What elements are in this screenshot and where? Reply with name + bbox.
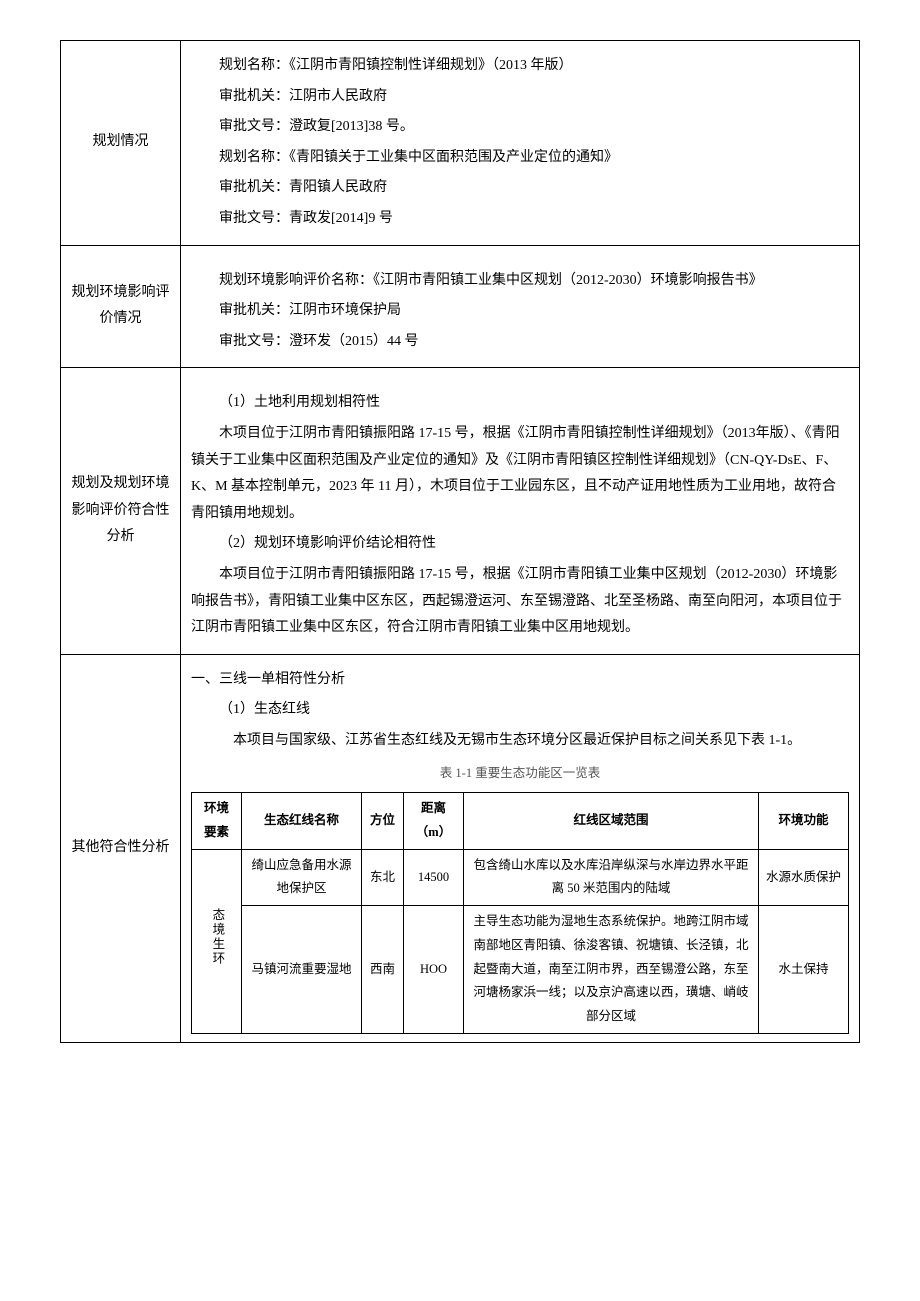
text-line: 规划名称：《江阴市青阳镇控制性详细规划》（2013 年版）	[191, 53, 849, 80]
row-label-eia: 规划环境影响评价情况	[61, 245, 181, 368]
table-header-row: 环境要素 生态红线名称 方位 距离（m） 红线区域范围 环境功能	[192, 793, 849, 850]
col-header: 红线区域范围	[464, 793, 759, 850]
col-header: 距离（m）	[404, 793, 464, 850]
eco-redline-table: 环境要素 生态红线名称 方位 距离（m） 红线区域范围 环境功能 态境生环 绮山…	[191, 792, 849, 1034]
row-content-planning: 规划名称：《江阴市青阳镇控制性详细规划》（2013 年版） 审批机关：江阴市人民…	[181, 41, 860, 246]
document-table: 规划情况 规划名称：《江阴市青阳镇控制性详细规划》（2013 年版） 审批机关：…	[60, 40, 860, 1043]
row-content-other: 一、三线一单相符性分析 （1）生态红线 本项目与国家级、江苏省生态红线及无锡市生…	[181, 654, 860, 1042]
col-header: 环境要素	[192, 793, 242, 850]
cell-range: 主导生态功能为湿地生态系统保护。地跨江阴市域南部地区青阳镇、徐浚客镇、祝塘镇、长…	[464, 906, 759, 1034]
col-header: 环境功能	[759, 793, 849, 850]
cell-env-element: 态境生环	[192, 849, 242, 1033]
cell-dist: 14500	[404, 849, 464, 906]
cell-dir: 东北	[362, 849, 404, 906]
col-header: 生态红线名称	[242, 793, 362, 850]
text-line: 规划环境影响评价名称：《江阴市青阳镇工业集中区规划（2012-2030）环境影响…	[191, 268, 849, 295]
table-row: 态境生环 绮山应急备用水源地保护区 东北 14500 包含绮山水库以及水库沿岸纵…	[192, 849, 849, 906]
cell-name: 绮山应急备用水源地保护区	[242, 849, 362, 906]
text-line: 审批文号：青政发[2014]9 号	[191, 206, 849, 233]
row-label-other: 其他符合性分析	[61, 654, 181, 1042]
row-content-eia: 规划环境影响评价名称：《江阴市青阳镇工业集中区规划（2012-2030）环境影响…	[181, 245, 860, 368]
text-line: 本项目位于江阴市青阳镇振阳路 17-15 号，根据《江阴市青阳镇工业集中区规划（…	[191, 562, 849, 642]
text-line: 本项目与国家级、江苏省生态红线及无锡市生态环境分区最近保护目标之间关系见下表 1…	[191, 728, 849, 755]
text-line: （2）规划环境影响评价结论相符性	[191, 531, 849, 558]
text-line: （1）生态红线	[191, 697, 849, 724]
cell-name: 马镇河流重要湿地	[242, 906, 362, 1034]
row-content-compat: （1）土地利用规划相符性 木项目位于江阴市青阳镇振阳路 17-15 号，根据《江…	[181, 368, 860, 654]
text-line: 一、三线一单相符性分析	[191, 667, 849, 694]
text-line: 木项目位于江阴市青阳镇振阳路 17-15 号，根据《江阴市青阳镇控制性详细规划》…	[191, 421, 849, 527]
text-line: 审批机关：江阴市人民政府	[191, 84, 849, 111]
col-header: 方位	[362, 793, 404, 850]
row-label-planning: 规划情况	[61, 41, 181, 246]
cell-dist: HOO	[404, 906, 464, 1034]
cell-func: 水源水质保护	[759, 849, 849, 906]
text-line: 审批机关：青阳镇人民政府	[191, 175, 849, 202]
cell-func: 水土保持	[759, 906, 849, 1034]
cell-range: 包含绮山水库以及水库沿岸纵深与水岸边界水平距离 50 米范围内的陆域	[464, 849, 759, 906]
cell-dir: 西南	[362, 906, 404, 1034]
text-line: 审批机关：江阴市环境保护局	[191, 298, 849, 325]
text-line: 审批文号：澄环发（2015）44 号	[191, 329, 849, 356]
inner-table-caption: 表 1-1 重要生态功能区一览表	[191, 762, 849, 786]
text-line: 审批文号：澄政复[2013]38 号。	[191, 114, 849, 141]
table-row: 马镇河流重要湿地 西南 HOO 主导生态功能为湿地生态系统保护。地跨江阴市域南部…	[192, 906, 849, 1034]
text-line: 规划名称：《青阳镇关于工业集中区面积范围及产业定位的通知》	[191, 145, 849, 172]
row-label-compat: 规划及规划环境影响评价符合性分析	[61, 368, 181, 654]
text-line: （1）土地利用规划相符性	[191, 390, 849, 417]
